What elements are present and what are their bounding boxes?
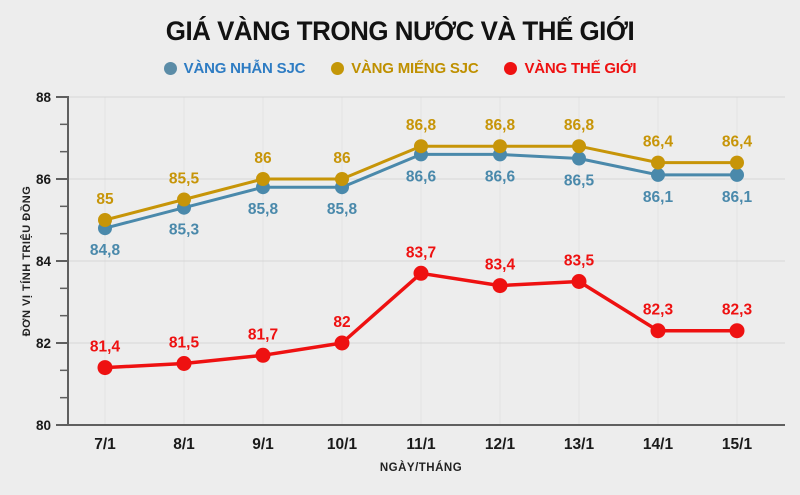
- legend-item-label: VÀNG NHẪN SJC: [183, 60, 306, 77]
- legend-dot-icon: [331, 62, 345, 75]
- x-tick-label: 8/1: [173, 436, 195, 453]
- data-label: 83,5: [564, 253, 595, 270]
- data-point: [98, 213, 112, 227]
- legend-item-label: VÀNG THẾ GIỚI: [524, 60, 637, 77]
- data-point: [650, 323, 666, 339]
- data-label: 86,1: [643, 189, 674, 206]
- data-point: [572, 151, 586, 166]
- data-label: 82,3: [722, 302, 753, 319]
- x-tick-label: 7/1: [94, 436, 116, 453]
- x-axis-title: NGÀY/THÁNG: [380, 461, 462, 474]
- data-label: 86,5: [564, 173, 595, 190]
- data-label: 85: [96, 191, 114, 208]
- y-tick-label: 84: [36, 254, 52, 269]
- legend-dot-icon: [504, 62, 518, 75]
- data-point: [493, 139, 507, 154]
- y-tick-label: 86: [36, 172, 52, 187]
- data-label: 86: [333, 150, 351, 167]
- data-label: 86: [254, 150, 272, 167]
- data-label: 81,7: [248, 326, 278, 343]
- data-label: 86,6: [406, 168, 437, 185]
- data-label: 86,4: [643, 134, 674, 151]
- data-point: [97, 360, 113, 376]
- x-tick-label: 14/1: [643, 436, 674, 453]
- x-tick-label: 9/1: [252, 436, 274, 453]
- y-tick-label: 80: [36, 418, 51, 433]
- data-label: 86,6: [485, 168, 516, 185]
- data-label: 81,4: [90, 339, 121, 356]
- data-label: 86,8: [406, 117, 437, 134]
- data-label: 85,8: [327, 201, 358, 218]
- data-point: [651, 167, 665, 182]
- data-point: [572, 139, 586, 154]
- data-point: [177, 192, 191, 207]
- x-tick-label: 10/1: [327, 436, 358, 453]
- data-label: 84,8: [90, 242, 121, 259]
- data-label: 86,1: [722, 189, 753, 206]
- data-label: 86,8: [564, 117, 595, 134]
- x-tick-label: 13/1: [564, 436, 595, 453]
- data-label: 86,4: [722, 134, 753, 151]
- x-tick-label: 11/1: [406, 436, 436, 453]
- data-point: [414, 139, 428, 154]
- legend-item-vang-the-gioi: VÀNG THẾ GIỚI: [504, 60, 637, 77]
- x-tick-label: 12/1: [485, 436, 516, 453]
- data-point: [730, 155, 744, 170]
- legend-item-label: VÀNG MIẾNG SJC: [351, 60, 479, 77]
- legend-dot-icon: [163, 62, 177, 75]
- y-tick-label: 88: [36, 90, 52, 105]
- data-point: [571, 274, 587, 289]
- data-label: 85,3: [169, 222, 200, 239]
- data-point: [176, 356, 192, 371]
- data-label: 82,3: [643, 302, 674, 319]
- legend-item-vang-mieng-sjc: VÀNG MIẾNG SJC: [331, 60, 479, 77]
- data-label: 85,8: [248, 201, 279, 218]
- data-label: 83,7: [406, 244, 436, 261]
- data-label: 83,4: [485, 257, 516, 274]
- x-tick-label: 15/1: [722, 436, 753, 453]
- data-label: 86,8: [485, 117, 516, 134]
- data-point: [335, 172, 349, 186]
- data-point: [729, 323, 745, 339]
- data-label: 82: [333, 314, 350, 331]
- data-point: [413, 265, 429, 281]
- data-label: 81,5: [169, 335, 200, 352]
- y-axis-title: ĐƠN VỊ TÍNH TRIỆU ĐỒNG: [20, 186, 33, 337]
- data-point: [492, 278, 508, 294]
- data-point: [730, 167, 744, 182]
- data-point: [255, 347, 271, 363]
- legend: VÀNG NHẪN SJC VÀNG MIẾNG SJC VÀNG THẾ GI…: [0, 60, 800, 77]
- data-label: 85,5: [169, 171, 200, 188]
- data-point: [651, 155, 665, 170]
- chart-title: GIÁ VÀNG TRONG NƯỚC VÀ THẾ GIỚI: [165, 16, 635, 46]
- data-point: [334, 335, 350, 351]
- legend-item-vang-nhan-sjc: VÀNG NHẪN SJC: [163, 60, 306, 77]
- data-point: [256, 172, 270, 186]
- y-tick-label: 82: [36, 336, 51, 351]
